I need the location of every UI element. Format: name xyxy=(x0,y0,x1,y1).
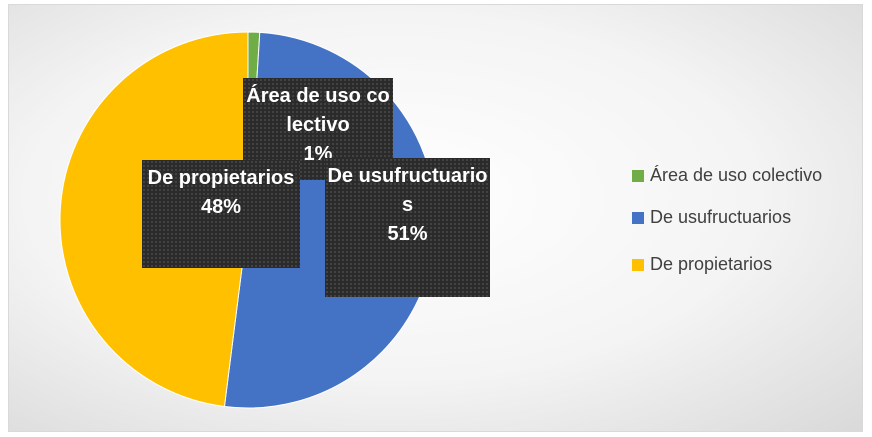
legend-swatch xyxy=(632,212,644,224)
legend-label: De usufructuarios xyxy=(650,207,791,227)
data-label-value: 48% xyxy=(200,196,242,218)
legend-swatch xyxy=(632,170,644,182)
data-label-category: De usufructuarios xyxy=(327,165,488,216)
legend-label: De propietarios xyxy=(650,254,772,274)
legend-swatch xyxy=(632,259,644,271)
data-label: De usufructuarios 51% xyxy=(325,158,490,297)
data-label-category: De propietarios xyxy=(147,167,295,189)
data-label: De propietarios 48% xyxy=(142,160,300,268)
data-label-value: 51% xyxy=(387,223,428,245)
data-label-category: Área de uso colectivo xyxy=(246,85,390,136)
legend-label: Área de uso colectivo xyxy=(650,165,822,185)
